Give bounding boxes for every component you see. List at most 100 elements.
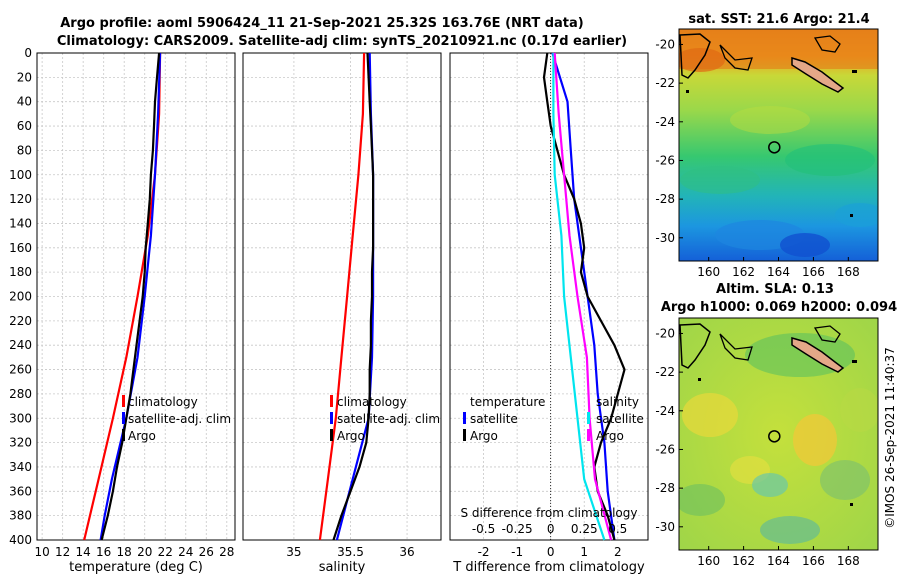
panel-frame bbox=[242, 52, 442, 541]
s-axis-label: S difference from climatology bbox=[461, 506, 638, 520]
legend-swatch-satellite bbox=[122, 412, 125, 424]
x-tick-label: 22 bbox=[158, 545, 173, 559]
series-s-satellite bbox=[552, 53, 606, 541]
sla-map-title-line2: Argo h1000: 0.069 h2000: 0.094 bbox=[661, 300, 897, 315]
x-tick-label: -1 bbox=[511, 545, 523, 559]
map-x-tick-label: 160 bbox=[697, 265, 720, 279]
x-tick-label: 28 bbox=[219, 545, 234, 559]
figure-title-line2: Climatology: CARS2009. Satellite-adj cli… bbox=[57, 34, 627, 49]
y-tick-label: 380 bbox=[9, 509, 32, 523]
sst-map-title: sat. SST: 21.6 Argo: 21.4 bbox=[688, 12, 869, 27]
y-tick-label: 40 bbox=[17, 95, 32, 109]
sla-argo-marker bbox=[768, 430, 781, 443]
salinity-xlabel: salinity bbox=[319, 560, 366, 575]
legend-title-temperature: temperature bbox=[470, 395, 545, 409]
map-x-tick-label: 168 bbox=[837, 554, 860, 568]
sla-map-image bbox=[679, 318, 878, 550]
y-tick-label: 220 bbox=[9, 314, 32, 328]
y-tick-label: 120 bbox=[9, 192, 32, 206]
y-tick-label: 80 bbox=[17, 143, 32, 157]
temperature-panel: 10 12 14 16 18 20 22 24 26 2802040608010012014016… bbox=[9, 46, 236, 559]
series-argo bbox=[100, 52, 161, 541]
y-tick-label: 20 bbox=[17, 70, 32, 84]
x-tick-label: 2 bbox=[614, 545, 622, 559]
legend-swatch-t-argo bbox=[463, 429, 466, 441]
legend-label-argo: Argo bbox=[337, 429, 365, 443]
legend-label-satellite: satellite-adj. clim bbox=[337, 412, 440, 426]
s-tick-label: -0.5 bbox=[472, 522, 495, 536]
y-tick-label: 280 bbox=[9, 387, 32, 401]
map-x-tick-label: 164 bbox=[767, 265, 790, 279]
series-s-argo bbox=[553, 52, 613, 541]
x-tick-label: 24 bbox=[178, 545, 193, 559]
legend-label-climatology: climatology bbox=[337, 395, 407, 409]
x-tick-label: 20 bbox=[137, 545, 152, 559]
legend-swatch-t-satellite bbox=[463, 412, 466, 424]
legend-title-salinity: salinity bbox=[596, 395, 639, 409]
s-tick-label: -0.25 bbox=[502, 522, 533, 536]
map-y-tick-label: -30 bbox=[655, 520, 675, 534]
y-tick-label: 240 bbox=[9, 338, 32, 352]
new-caledonia-icon bbox=[791, 337, 845, 373]
x-tick-label: 35.5 bbox=[337, 545, 364, 559]
x-tick-label: 16 bbox=[96, 545, 111, 559]
panel-frame bbox=[449, 52, 649, 541]
new-caledonia-icon bbox=[791, 56, 845, 93]
map-x-tick-label: 168 bbox=[837, 265, 860, 279]
map-y-tick-label: -20 bbox=[655, 326, 675, 340]
y-tick-label: 160 bbox=[9, 241, 32, 255]
y-tick-label: 360 bbox=[9, 484, 32, 498]
difference-panel: -2 -1 0 1 2 -0.5 -0.25 0 0.25 0.5 bbox=[449, 52, 649, 559]
legend-swatch-satellite bbox=[330, 412, 333, 424]
legend-swatch-s-satellite bbox=[587, 412, 590, 424]
s-tick-label: 0 bbox=[547, 522, 555, 536]
legend-swatch-s-argo bbox=[587, 429, 590, 441]
map-y-tick-label: -22 bbox=[655, 76, 675, 90]
y-tick-label: 60 bbox=[17, 119, 32, 133]
legend-label-argo: Argo bbox=[128, 429, 156, 443]
y-tick-label: 400 bbox=[9, 533, 32, 547]
x-tick-label: 14 bbox=[76, 545, 91, 559]
legend-label-t-argo: Argo bbox=[470, 429, 498, 443]
legend-label-s-satellite: satellite bbox=[596, 412, 644, 426]
map-y-tick-label: -24 bbox=[655, 115, 675, 129]
map-y-tick-label: -28 bbox=[655, 481, 675, 495]
sla-map-axes: 160 162 164 166 168 -20 -22 -24 -26 -28 -30 bbox=[655, 326, 859, 568]
map-y-tick-label: -28 bbox=[655, 192, 675, 206]
map-x-tick-label: 162 bbox=[732, 265, 755, 279]
legend-label-s-argo: Argo bbox=[596, 429, 624, 443]
sst-argo-marker bbox=[768, 141, 781, 154]
legend-swatch-climatology bbox=[122, 395, 125, 407]
sla-map-title-line1: Altim. SLA: 0.13 bbox=[716, 282, 834, 297]
x-tick-label: 26 bbox=[199, 545, 214, 559]
x-tick-label: 10 bbox=[34, 545, 49, 559]
legend-label-t-satellite: satellite bbox=[470, 412, 518, 426]
map-y-tick-label: -30 bbox=[655, 231, 675, 245]
y-tick-label: 200 bbox=[9, 290, 32, 304]
legend-swatch-argo bbox=[122, 429, 125, 441]
series-satellite bbox=[99, 52, 162, 541]
y-tick-label: 0 bbox=[24, 46, 32, 60]
map-x-tick-label: 160 bbox=[697, 554, 720, 568]
map-x-tick-label: 166 bbox=[802, 554, 825, 568]
legend-label-climatology: climatology bbox=[128, 395, 198, 409]
x-tick-label: 18 bbox=[117, 545, 132, 559]
map-y-tick-label: -26 bbox=[655, 442, 675, 456]
panel-frame bbox=[36, 52, 236, 541]
series-climatology bbox=[318, 52, 366, 541]
difference-legend-salinity: salinity satellite Argo bbox=[587, 395, 644, 443]
x-tick-label: 35 bbox=[286, 545, 301, 559]
figure-title-line1: Argo profile: aoml 5906424_11 21-Sep-202… bbox=[60, 16, 584, 31]
map-y-tick-label: -26 bbox=[655, 153, 675, 167]
y-tick-label: 140 bbox=[9, 216, 32, 230]
salinity-panel: 35 35.5 36 bbox=[242, 52, 442, 559]
sst-map-axes: 160 162 164 166 168 -20 -22 -24 -26 -28 -30 bbox=[655, 37, 859, 279]
difference-legend-temperature: temperature satellite Argo bbox=[463, 395, 545, 443]
y-tick-label: 340 bbox=[9, 460, 32, 474]
x-tick-label: 12 bbox=[55, 545, 70, 559]
legend-swatch-climatology bbox=[330, 395, 333, 407]
x-tick-label: 1 bbox=[580, 545, 588, 559]
series-argo bbox=[332, 52, 375, 541]
map-y-tick-label: -22 bbox=[655, 365, 675, 379]
